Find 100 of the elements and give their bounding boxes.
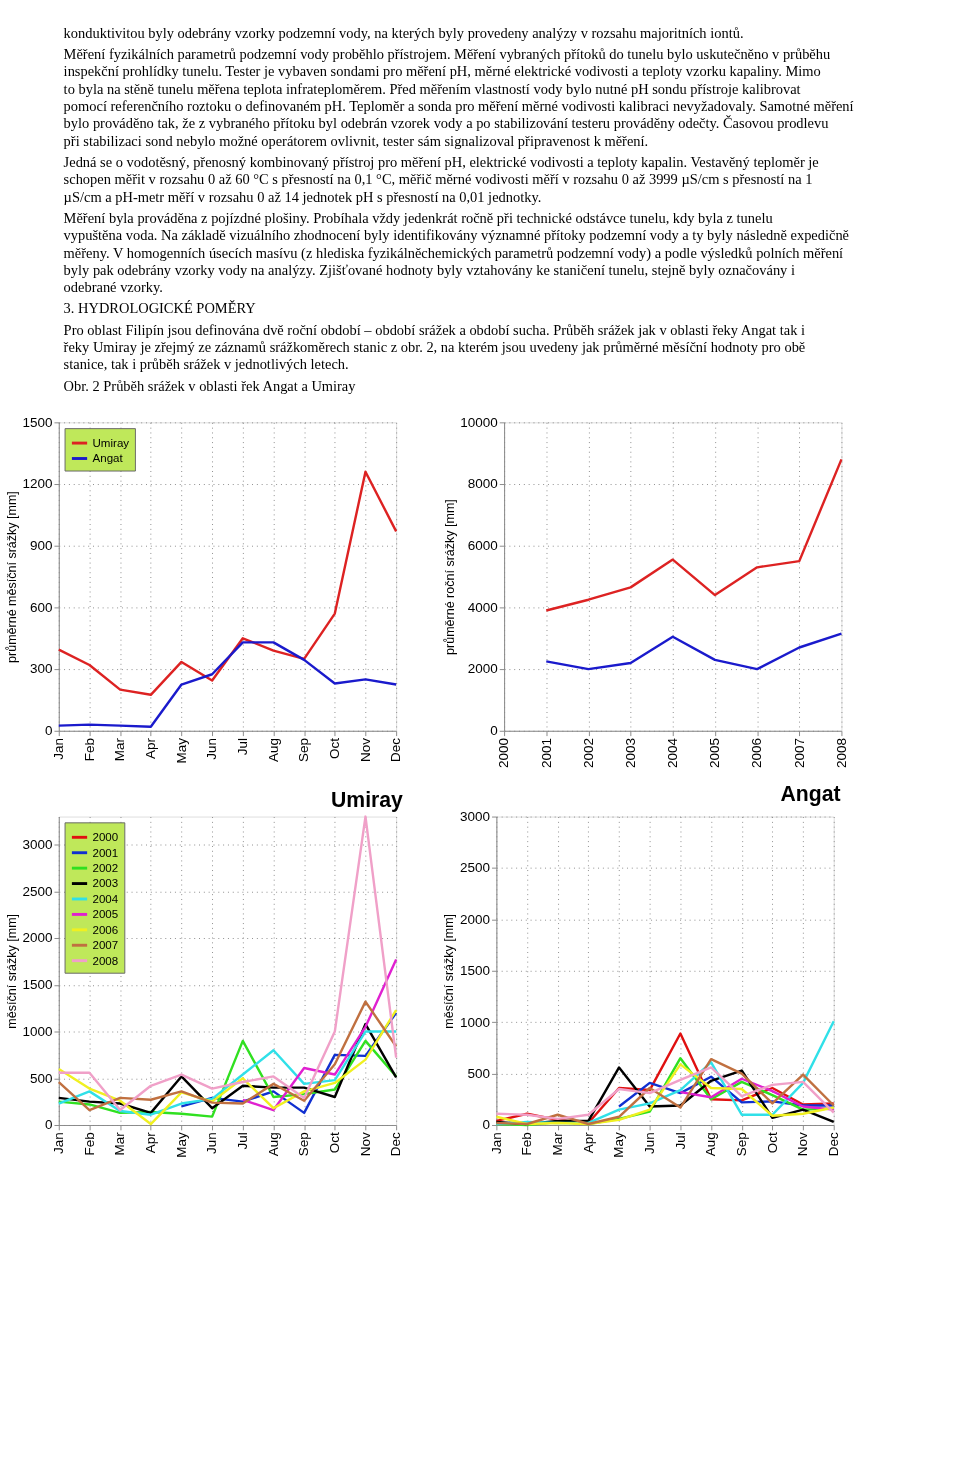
x-tick-label: Feb — [81, 738, 97, 762]
x-tick-label: 2002 — [580, 738, 596, 769]
line-series — [617, 1075, 835, 1108]
x-tick-label: Apr — [580, 1131, 596, 1154]
y-tick-label: 2000 — [467, 661, 498, 677]
y-tick-label: 1500 — [22, 977, 53, 993]
text: Pro oblast Filipín jsou definována dvě roční období – období srážek a období sucha. Průběh srážek jak v oblasti řeky Angat tak i řeky Umiray je zřejmý ze záznamů srážkoměrech stanic z obr. 2, na kterém jsou uvedeny jak průměrné měsíční hodnoty pro obě stanice, tak i průběh srážek v jednotlivých letech. — [63, 321, 806, 373]
line-series — [57, 470, 398, 697]
y-tick-label: 2500 — [460, 860, 491, 876]
y-tick-label: 0 — [490, 723, 498, 739]
x-tick-label: Oct — [764, 1131, 780, 1154]
x-tick-label: May — [173, 737, 189, 764]
line-series — [545, 458, 843, 612]
legend-label: Umiray — [92, 436, 130, 449]
x-tick-label: Jul — [235, 738, 251, 756]
y-tick-label: 0 — [45, 723, 53, 739]
x-tick-label: May — [173, 1131, 189, 1158]
x-tick-label: 2004 — [665, 737, 681, 769]
x-tick-label: Jan — [488, 1132, 504, 1154]
x-tick-label: Aug — [703, 1132, 719, 1157]
y-tick-label: 1000 — [22, 1023, 53, 1039]
x-tick-label: Jan — [51, 1132, 67, 1154]
y-tick-label: 300 — [30, 661, 53, 677]
line-series — [180, 1011, 398, 1115]
y-tick-label: 3000 — [22, 836, 53, 852]
y-tick-label: 500 — [30, 1070, 53, 1086]
y-tick-label: 8000 — [467, 476, 498, 492]
legend-label: 2001 — [92, 846, 119, 859]
x-tick-label: Jun — [204, 1132, 220, 1154]
x-tick-label: Oct — [327, 737, 343, 760]
text: Měření fyzikálních parametrů podzemní vody proběhlo přístrojem. Měření vybraných přítoků do tunelu bylo uskutečněno v průběhu inspekční prohlídky tunelu. Tester je vybaven sondami pro měření pH, měrné elektrické vodivosti a teploty vzorku kapaliny. Mimo to byla na stěně tunelu měřena teplota infrateploměrem. Před měřením vlastností vody bylo nutné pH sondu přístroje kalibrovat pomocí referenčního roztoku o definovaném pH. Teploměr a sonda pro měření měrné vodivosti kalibraci nevyžadovaly. Samotné měření bylo prováděno tak, že z vybraného přítoku byl odebrán vzorek vody a po stabilizování testeru prováděny odečty. Časovou prodlevu při stabilizaci sond nebylo možné operátorem ovlivnit, tester sám signalizoval připravenost k měření. — [63, 45, 854, 149]
text: Jedná se o vodotěsný, přenosný kombinovaný přístroj pro měření pH, elektrické vodivosti a teploty kapalin. Vestavěný teploměr je schopen měřit v rozsahu 0 až 60 °C s přesností na 0,1 °C, měřič měrné vodivosti měří v rozsahu 0 až 3999 µS/cm s přesností na 1 µS/cm a pH-metr měří v rozsahu 0 až 14 jednotek pH s přesností na 0,01 jednotky. — [63, 153, 819, 205]
x-tick-label: 2008 — [833, 738, 849, 769]
y-axis-title: měsíční srážky [mm] — [442, 913, 457, 1029]
y-tick-label: 0 — [45, 1117, 53, 1133]
x-tick-label: Aug — [265, 738, 281, 763]
x-tick-label: Apr — [143, 737, 159, 760]
y-axis-title: průměrné měsíční srážky [mm] — [4, 491, 19, 663]
x-tick-label: Sep — [734, 1132, 750, 1157]
line-series — [545, 632, 843, 671]
line-series — [57, 641, 398, 728]
chart-title: Angat — [780, 782, 841, 807]
x-tick-label: Sep — [296, 738, 312, 763]
x-tick-label: Nov — [795, 1131, 811, 1157]
text: Obr. 2 Průběh srážek v oblasti řek Angat a Umiray — [63, 377, 357, 394]
x-tick-label: Nov — [357, 737, 373, 763]
chart-title: Umiray — [331, 787, 404, 812]
x-tick-label: Feb — [519, 1132, 535, 1156]
x-tick-label: Mar — [112, 1131, 128, 1156]
x-tick-label: Jun — [204, 738, 220, 760]
x-tick-label: Nov — [357, 1131, 373, 1157]
line-series — [679, 1077, 835, 1111]
y-tick-label: 500 — [467, 1065, 491, 1081]
x-tick-label: Jul — [235, 1132, 251, 1150]
y-axis-title: měsíční srážky [mm] — [4, 913, 19, 1029]
y-tick-label: 10000 — [460, 414, 498, 430]
line-series — [57, 1000, 398, 1112]
line-series — [57, 815, 398, 1112]
legend-label: 2006 — [92, 923, 119, 936]
legend-label: Angat — [92, 452, 124, 465]
y-tick-label: 2000 — [460, 911, 491, 927]
x-tick-label: 2003 — [622, 738, 638, 769]
x-tick-label: Apr — [143, 1131, 159, 1154]
y-tick-label: 3000 — [460, 808, 491, 824]
y-tick-label: 1000 — [460, 1014, 491, 1030]
y-tick-label: 2000 — [22, 930, 53, 946]
legend-label: 2005 — [92, 908, 119, 921]
y-tick-label: 900 — [30, 538, 53, 554]
x-tick-label: 2001 — [538, 738, 554, 769]
x-tick-label: May — [611, 1131, 627, 1158]
line-series — [241, 958, 398, 1112]
legend-label: 2007 — [92, 939, 119, 952]
text: konduktivitou byly odebrány vzorky podzemní vody, na kterých byly provedeny analýzy v rozsahu majoritních iontů. — [63, 24, 744, 41]
x-tick-label: 2007 — [791, 738, 807, 769]
y-tick-label: 600 — [30, 599, 53, 615]
x-tick-label: Mar — [550, 1131, 566, 1156]
y-axis-title: průměrné roční srážky [mm] — [442, 499, 457, 655]
legend-label: 2008 — [92, 954, 119, 967]
y-tick-label: 1200 — [22, 476, 53, 492]
legend-label: 2000 — [92, 831, 119, 844]
x-tick-label: Feb — [81, 1132, 97, 1156]
x-tick-label: Aug — [265, 1132, 281, 1157]
x-tick-label: 2006 — [749, 738, 765, 769]
y-tick-label: 0 — [482, 1117, 491, 1133]
y-tick-label: 6000 — [467, 538, 498, 554]
x-tick-label: Sep — [296, 1132, 312, 1157]
x-tick-label: 2005 — [707, 738, 723, 769]
legend-label: 2003 — [92, 877, 119, 890]
x-tick-label: Jun — [642, 1132, 658, 1154]
legend-label: 2002 — [92, 862, 119, 874]
x-tick-label: Dec — [388, 1131, 404, 1157]
x-tick-label: Mar — [112, 737, 128, 762]
x-tick-label: Jan — [51, 738, 67, 760]
text: 3. HYDROLOGICKÉ POMĚRY — [63, 300, 257, 317]
y-tick-label: 4000 — [467, 599, 498, 615]
x-tick-label: Oct — [327, 1131, 343, 1154]
y-tick-label: 1500 — [22, 414, 53, 430]
text: Měření byla prováděna z pojízdné plošiny. Probíhala vždy jedenkrát ročně při technické odstávce tunelu, kdy byla z tunelu vypuštěna voda. Na základě vizuálního zhodnocení byly identifikovány významné přítoky podzemní vody a ty byly následně expedičně měřeny. V homogenních úsecích masívu (z hlediska fyzikálněchemických parametrů podzemní vody) a podle výsledků polních měření byly pak odebrány vzorky vody na analýzy. Zjišťované hodnoty byly vztahovány ke staničení tunelu, stejně byly označovány i odebrané vzorky. — [63, 209, 850, 296]
x-tick-label: Dec — [826, 1131, 842, 1157]
y-tick-label: 2500 — [22, 883, 53, 899]
